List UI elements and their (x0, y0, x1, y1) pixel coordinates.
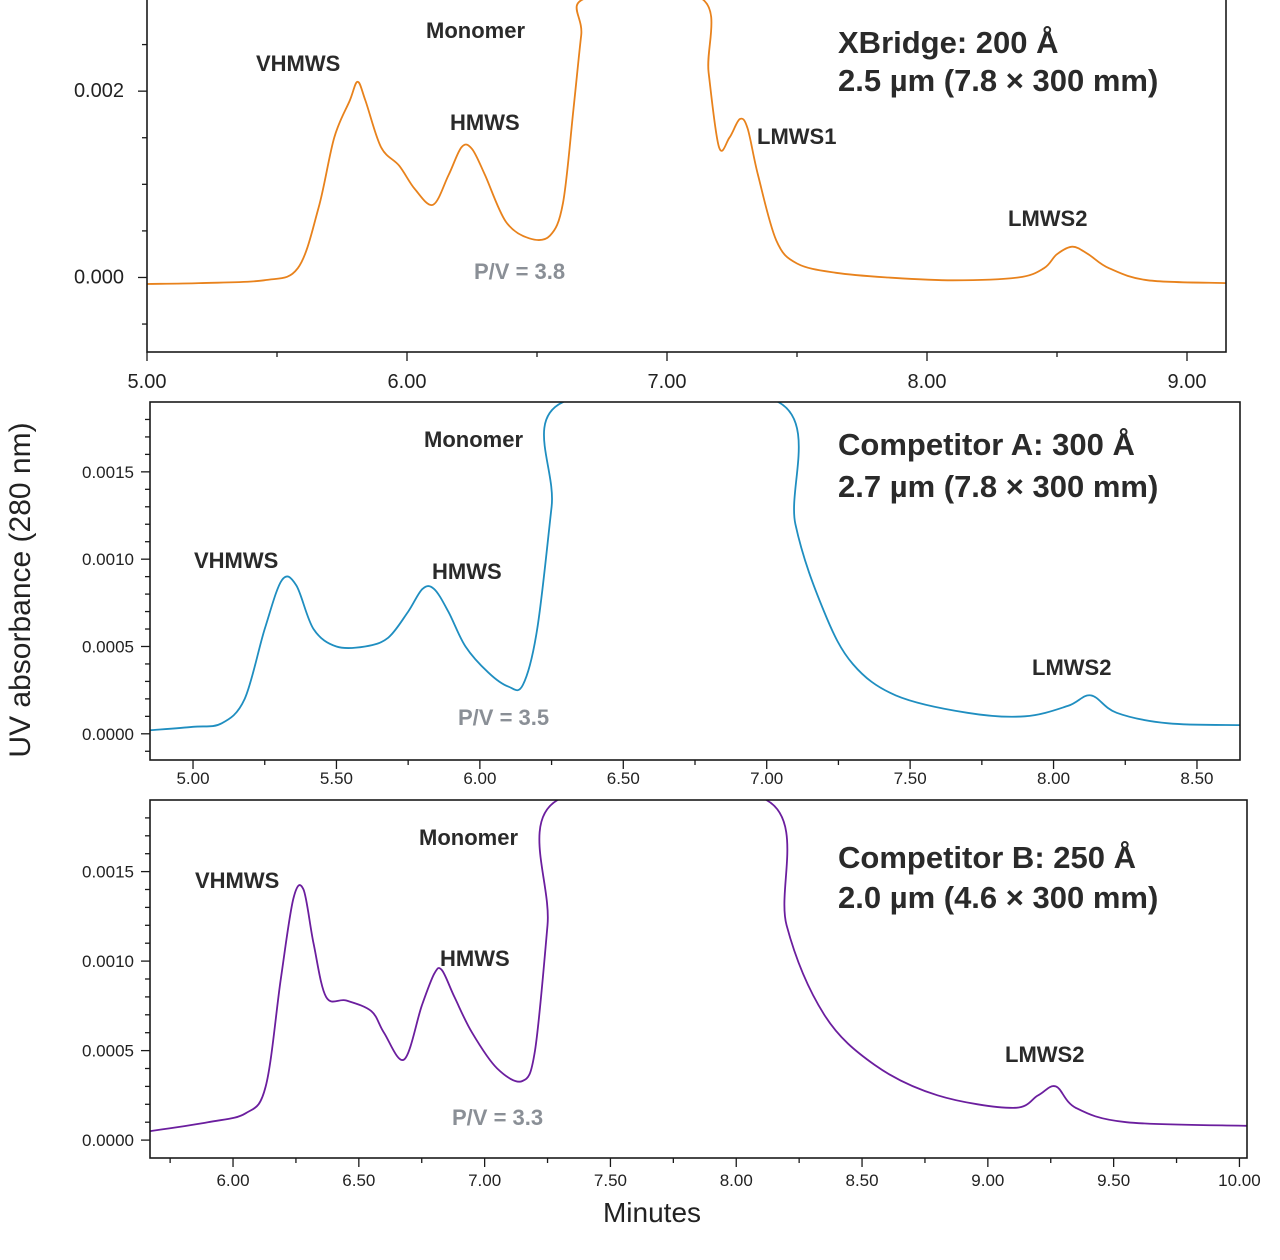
competitor-a-y-tick-label: 0.0000 (82, 725, 134, 744)
xbridge-plot-frame (146, 0, 1227, 353)
competitor-a-label-lmws2: LMWS2 (1032, 655, 1111, 680)
competitor-a-column-spec: 2.7 µm (7.8 × 300 mm) (838, 469, 1158, 504)
competitor-a-axes: 5.00 5.50 6.00 6.50 7.00 7.50 8.00 8.50 0.0000 0.… (82, 418, 1214, 788)
competitor-b-x-tick-label: 8.00 (720, 1171, 753, 1190)
competitor-a-label-monomer: Monomer (424, 427, 523, 452)
competitor-b-x-tick-label: 10.00 (1218, 1171, 1261, 1190)
competitor-b-y-tick-label: 0.0005 (82, 1042, 134, 1061)
competitor-b-y-tick-label: 0.0015 (82, 863, 134, 882)
competitor-b-pv-ratio: P/V = 3.3 (452, 1105, 543, 1130)
competitor-a-pv-ratio: P/V = 3.5 (458, 705, 549, 730)
xbridge-label-lmws1: LMWS1 (757, 124, 836, 149)
xbridge-x-tick-label: 9.00 (1168, 371, 1207, 393)
xbridge-label-hmws: HMWS (450, 110, 520, 135)
competitor-a-x-tick-label: 6.00 (463, 769, 496, 788)
competitor-b-x-tick-label: 9.00 (971, 1171, 1004, 1190)
competitor-a-y-tick-label: 0.0005 (82, 637, 134, 656)
y-axis-title: UV absorbance (280 nm) (4, 422, 37, 757)
competitor-b-axes: 6.00 6.50 7.00 7.50 8.00 8.50 9.00 9.50 10.00 0.0… (82, 817, 1261, 1190)
panel-competitor-b: 6.00 6.50 7.00 7.50 8.00 8.50 9.00 9.50 10.00 0.0… (82, 799, 1261, 1190)
competitor-a-x-tick-label: 6.50 (607, 769, 640, 788)
xbridge-x-tick-label: 8.00 (908, 371, 947, 393)
competitor-b-x-tick-label: 6.00 (216, 1171, 249, 1190)
competitor-a-x-tick-label: 8.00 (1037, 769, 1070, 788)
competitor-b-x-tick-label: 7.00 (468, 1171, 501, 1190)
competitor-a-y-tick-label: 0.0010 (82, 550, 134, 569)
competitor-a-x-tick-label: 7.50 (894, 769, 927, 788)
competitor-b-label-hmws: HMWS (440, 946, 510, 971)
competitor-b-label-monomer: Monomer (419, 825, 518, 850)
panel-xbridge: 5.00 6.00 7.00 8.00 9.00 0.000 0.002 XBridge: … (74, 0, 1227, 393)
competitor-a-label-hmws: HMWS (432, 559, 502, 584)
competitor-a-column-name: Competitor A: 300 Å (838, 427, 1135, 462)
competitor-a-x-tick-label: 8.50 (1180, 769, 1213, 788)
xbridge-x-tick-label: 5.00 (128, 371, 167, 393)
competitor-b-y-tick-label: 0.0010 (82, 952, 134, 971)
competitor-b-trace-group (150, 800, 1247, 1133)
xbridge-chromatogram-trace (147, 0, 1226, 285)
xbridge-x-tick-label: 7.00 (648, 371, 687, 393)
competitor-a-x-tick-label: 5.00 (176, 769, 209, 788)
xbridge-y-tick-label: 0.002 (74, 80, 124, 102)
competitor-a-trace-group (150, 402, 1240, 732)
panel-competitor-a: 5.00 5.50 6.00 6.50 7.00 7.50 8.00 8.50 0.0000 0.… (82, 401, 1241, 788)
competitor-a-x-tick-label: 5.50 (320, 769, 353, 788)
xbridge-label-vhmws: VHMWS (256, 51, 340, 76)
competitor-b-column-name: Competitor B: 250 Å (838, 840, 1136, 875)
xbridge-pv-ratio: P/V = 3.8 (474, 259, 565, 284)
competitor-a-y-tick-label: 0.0015 (82, 463, 134, 482)
xbridge-column-name: XBridge: 200 Å (838, 25, 1059, 60)
competitor-b-label-lmws2: LMWS2 (1005, 1042, 1084, 1067)
competitor-b-plot-frame (149, 799, 1248, 1159)
competitor-b-x-tick-label: 9.50 (1097, 1171, 1130, 1190)
competitor-a-chromatogram-trace (150, 402, 1240, 732)
competitor-b-x-tick-label: 8.50 (845, 1171, 878, 1190)
competitor-b-column-spec: 2.0 µm (4.6 × 300 mm) (838, 880, 1158, 915)
competitor-a-x-tick-label: 7.00 (750, 769, 783, 788)
xbridge-label-monomer: Monomer (426, 18, 525, 43)
xbridge-trace-group (147, 0, 1226, 285)
competitor-a-label-vhmws: VHMWS (194, 548, 278, 573)
xbridge-axes: 5.00 6.00 7.00 8.00 9.00 0.000 0.002 (74, 43, 1207, 393)
xbridge-y-tick-label: 0.000 (74, 266, 124, 288)
competitor-b-x-tick-label: 6.50 (342, 1171, 375, 1190)
competitor-a-plot-frame (149, 401, 1241, 761)
xbridge-label-lmws2: LMWS2 (1008, 206, 1087, 231)
competitor-b-y-tick-label: 0.0000 (82, 1131, 134, 1150)
competitor-b-x-tick-label: 7.50 (594, 1171, 627, 1190)
competitor-b-chromatogram-trace (150, 800, 1247, 1133)
xbridge-x-tick-label: 6.00 (388, 371, 427, 393)
competitor-b-label-vhmws: VHMWS (195, 868, 279, 893)
xbridge-column-spec: 2.5 µm (7.8 × 300 mm) (838, 63, 1158, 98)
x-axis-title: Minutes (603, 1197, 701, 1228)
